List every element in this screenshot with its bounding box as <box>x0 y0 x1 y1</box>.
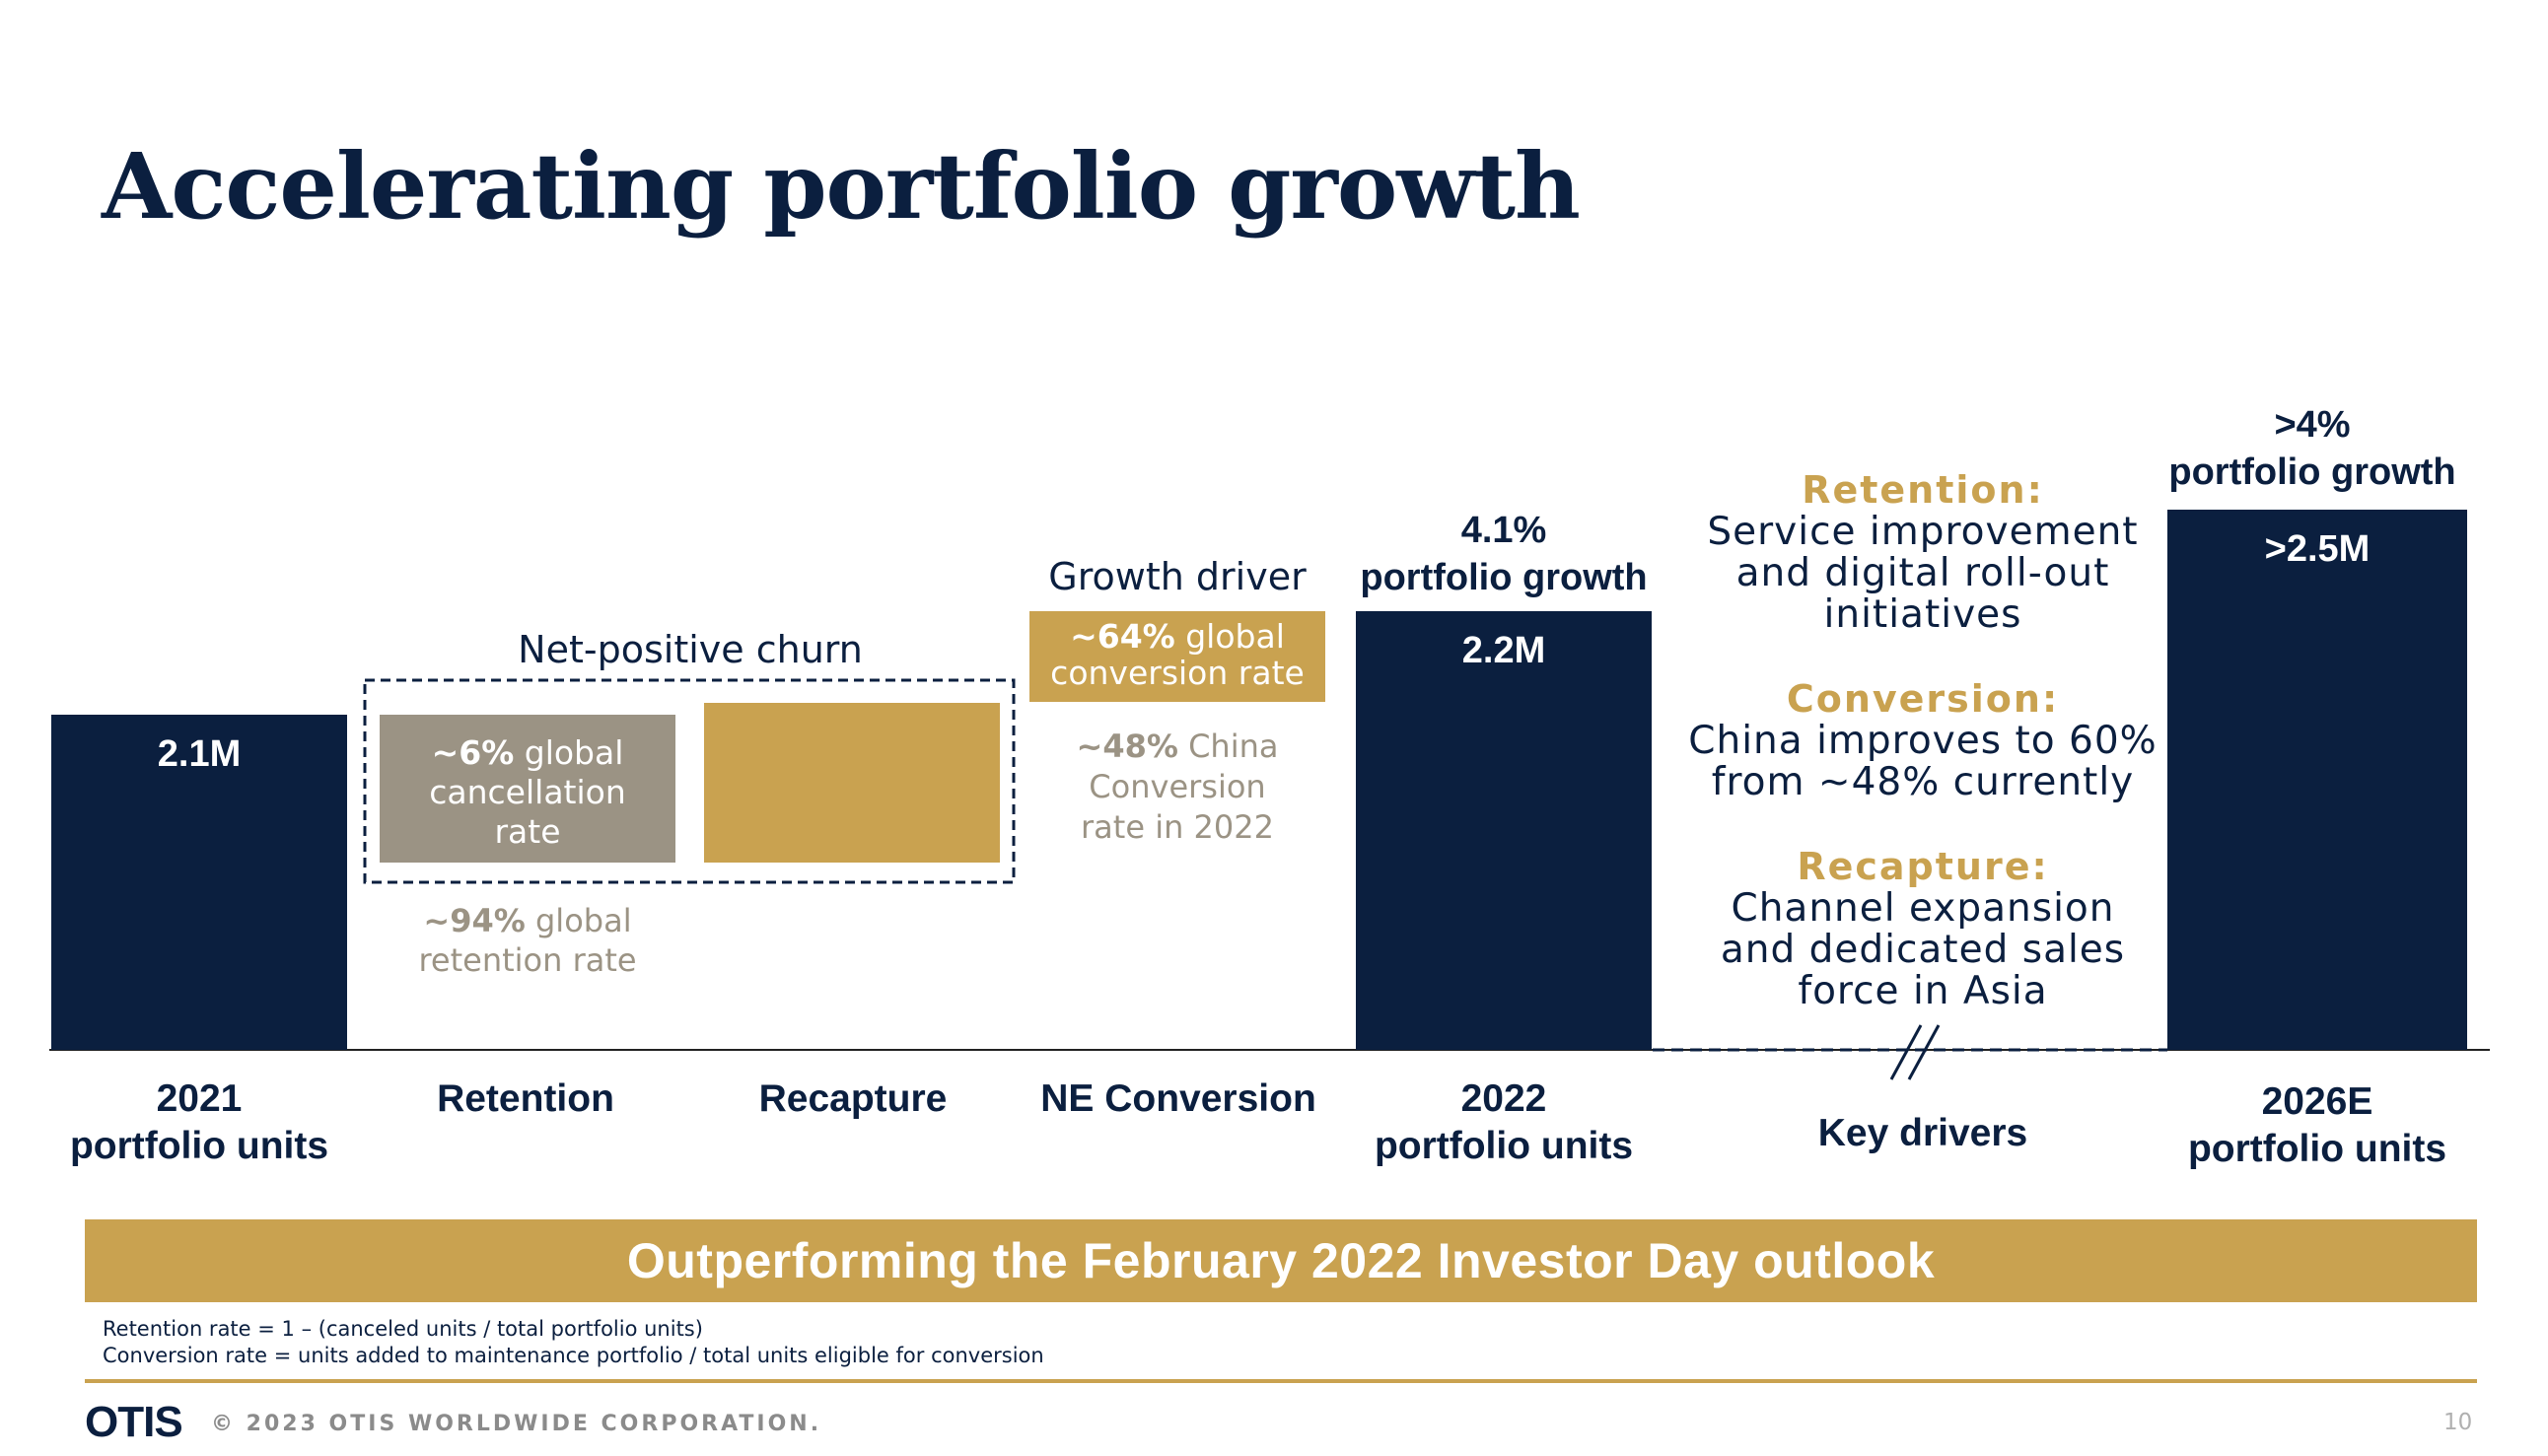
slide-title: Accelerating portfolio growth <box>102 133 1581 240</box>
growth-2022-label: 4.1% portfolio growth <box>1360 510 1647 598</box>
waterfall-chart: Net-positive churn Growth driver ~6% globa… <box>49 404 2490 1170</box>
bar-2026e-portfolio-value-label: >2.5M <box>2265 528 2371 570</box>
bar-2022-portfolio-value-label: 2.2M <box>1462 630 1545 671</box>
axis-break-mark-2 <box>1907 1024 1941 1080</box>
key-driver-heading-1: Conversion: <box>1787 677 2059 721</box>
bar-2021-portfolio <box>51 715 347 1050</box>
footnote-conversion: Conversion rate = units added to mainten… <box>103 1344 1044 1367</box>
bar-retention <box>380 715 675 863</box>
growth-driver-label: Growth driver <box>1048 555 1307 598</box>
key-driver-text-2: Channel expansion and dedicated sales forc… <box>1721 886 2125 1013</box>
global-conversion-text: ~64% global conversion rate <box>1050 617 1305 692</box>
net-churn-dashed-box <box>363 678 1016 884</box>
china-conversion-note: ~48% China Conversion rate in 2022 <box>1077 728 1279 846</box>
net-churn-label: Net-positive churn <box>518 628 863 671</box>
growth-2026-label: >4% portfolio growth <box>2168 404 2455 493</box>
key-driver-heading-2: Recapture: <box>1797 845 2048 888</box>
key-driver-text-0: Service improvement and digital roll-out i… <box>1707 510 2138 637</box>
bar-2021-portfolio-value-label: 2.1M <box>158 733 241 775</box>
bar-ne-conversion <box>1029 611 1325 702</box>
category-label-5: Key drivers <box>1818 1112 2027 1154</box>
page-number: 10 <box>2443 1410 2473 1435</box>
category-label-4: 2022 portfolio units <box>1375 1077 1633 1167</box>
key-driver-text-1: China improves to 60% from ~48% currently <box>1688 719 2157 804</box>
copyright: © 2023 OTIS WORLDWIDE CORPORATION. <box>211 1412 822 1436</box>
category-label-6: 2026E portfolio units <box>2188 1080 2446 1170</box>
category-label-2: Recapture <box>759 1077 948 1120</box>
category-label-3: NE Conversion <box>1040 1077 1316 1120</box>
outlook-banner: Outperforming the February 2022 Investor… <box>85 1219 2477 1302</box>
bar-2022-portfolio <box>1356 611 1652 1050</box>
banner-text: Outperforming the February 2022 Investor… <box>626 1233 1936 1288</box>
bar-2026e-portfolio <box>2167 510 2467 1050</box>
category-label-1: Retention <box>437 1077 614 1120</box>
bar-recapture <box>704 703 1000 863</box>
footnote-retention: Retention rate = 1 – (canceled units / t… <box>103 1317 703 1341</box>
otis-logo: OTIS <box>85 1398 183 1446</box>
cancellation-rate-text: ~6% global cancellation rate <box>429 733 626 851</box>
retention-rate-note: ~94% global retention rate <box>418 902 636 979</box>
axis-break-mark-1 <box>1889 1024 1923 1080</box>
category-label-0: 2021 portfolio units <box>70 1077 328 1167</box>
key-driver-heading-0: Retention: <box>1802 468 2044 512</box>
footer-divider <box>85 1379 2477 1383</box>
